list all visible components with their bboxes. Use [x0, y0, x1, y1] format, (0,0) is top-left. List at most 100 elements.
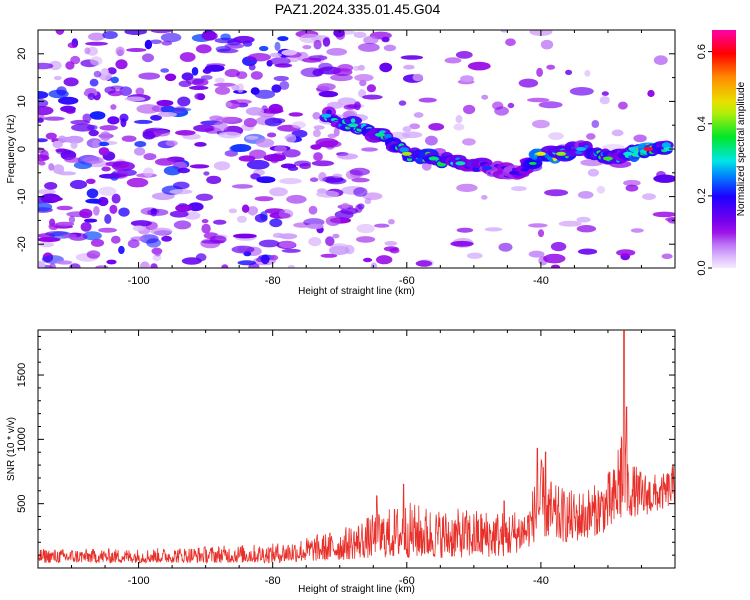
heatmap-blob	[527, 97, 550, 103]
heatmap-blob	[652, 211, 675, 218]
heatmap-blob	[50, 196, 63, 202]
heatmap-blob	[80, 222, 92, 232]
heatmap-blob	[311, 160, 335, 167]
heatmap-blob	[38, 117, 44, 123]
heatmap-blob	[38, 91, 49, 99]
heatmap-blob	[312, 69, 323, 77]
heatmap-blob	[248, 206, 257, 216]
heatmap-blob	[56, 86, 67, 96]
heatmap-blob	[189, 164, 210, 169]
heatmap-blob	[337, 153, 358, 160]
heatmap-blob	[82, 156, 104, 164]
heatmap-blob	[647, 89, 655, 98]
heatmap-blob	[412, 73, 424, 82]
heatmap-blob	[346, 104, 361, 109]
heatmap-blob	[175, 204, 192, 213]
heatmap-blob	[118, 245, 125, 255]
heatmap-blob	[279, 240, 296, 249]
y-tick-label: -10	[16, 189, 28, 205]
snr-spike-point	[545, 451, 547, 453]
heatmap-blob	[576, 225, 597, 233]
heatmap-blob	[278, 209, 294, 219]
heatmap-blob	[325, 236, 335, 247]
heatmap-blob	[353, 31, 367, 38]
heatmap-blob	[194, 142, 207, 147]
heatmap-blob	[481, 94, 489, 100]
heatmap-blob	[587, 168, 600, 177]
heatmap-blob	[243, 117, 257, 128]
heatmap-blob	[578, 248, 598, 255]
snr-spike-point	[623, 330, 625, 332]
heatmap-blob	[69, 179, 88, 190]
heatmap-blob	[291, 129, 308, 138]
heatmap-blob	[230, 144, 252, 152]
heatmap-blob	[225, 102, 233, 107]
heatmap-blob	[462, 138, 476, 146]
ridge-blob-core	[528, 161, 537, 165]
heatmap-blob	[201, 31, 218, 41]
heatmap-blob	[328, 245, 350, 255]
heatmap-blob	[48, 223, 59, 231]
heatmap-blob	[61, 233, 78, 239]
heatmap-blob	[104, 86, 116, 94]
heatmap-blob	[263, 154, 287, 162]
heatmap-blob	[165, 140, 178, 147]
heatmap-blob	[425, 135, 438, 146]
heatmap-blob	[98, 186, 117, 196]
heatmap-blob	[269, 187, 288, 197]
heatmap-blob	[279, 80, 290, 90]
heatmap-blob	[291, 121, 306, 129]
heatmap-blob	[130, 220, 152, 227]
ridge-blob-core	[661, 142, 671, 149]
heatmap-blob	[236, 215, 247, 223]
heatmap-blob	[73, 161, 92, 170]
heatmap-blob	[340, 207, 359, 215]
heatmap-blob	[463, 104, 476, 115]
heatmap-blob	[389, 247, 400, 254]
heatmap-blob	[60, 105, 76, 113]
heatmap-blob	[98, 147, 110, 156]
heatmap-blob	[388, 219, 395, 225]
heatmap-blob	[107, 116, 120, 125]
ridge-point	[556, 151, 566, 156]
heatmap-blob	[413, 112, 424, 118]
ridge-point	[643, 147, 654, 151]
ridge-blob-core	[584, 145, 589, 149]
heatmap-blob	[136, 104, 160, 114]
heatmap-blob	[500, 30, 509, 33]
y-tick-label: 10	[16, 95, 28, 107]
heatmap-blob	[653, 55, 668, 66]
heatmap-blob	[332, 173, 343, 179]
heatmap-blob	[201, 219, 209, 224]
heatmap-blob	[507, 102, 515, 109]
heatmap-blob	[580, 159, 604, 167]
heatmap-blob	[453, 123, 465, 131]
heatmap-blob	[150, 114, 162, 121]
heatmap-blob	[231, 84, 240, 91]
heatmap-blob	[543, 253, 566, 264]
heatmap-blob	[455, 51, 473, 59]
heatmap-blob	[38, 189, 56, 195]
colorbar	[712, 30, 736, 268]
heatmap-blob	[99, 125, 118, 131]
heatmap-blob	[602, 144, 625, 150]
heatmap-blob	[91, 139, 100, 149]
ridge-point	[321, 113, 332, 118]
snr-frame	[37, 329, 676, 569]
heatmap-blob	[150, 210, 157, 217]
heatmap-blob	[204, 64, 225, 72]
heatmap-blob	[450, 240, 474, 247]
heatmap-blob	[306, 223, 324, 229]
heatmap-blob	[260, 254, 270, 265]
heatmap-blob	[316, 190, 340, 198]
heatmap-blob	[456, 227, 474, 233]
heatmap-blob	[38, 138, 48, 143]
heatmap-blob	[258, 239, 280, 248]
heatmap-blob	[214, 77, 225, 84]
heatmap-blob	[209, 235, 227, 244]
heatmap-blob	[124, 30, 147, 35]
heatmap-blob	[57, 96, 79, 105]
snr-spike-point	[402, 483, 404, 485]
heatmap-blob	[279, 178, 302, 185]
heatmap-blob	[337, 97, 357, 106]
